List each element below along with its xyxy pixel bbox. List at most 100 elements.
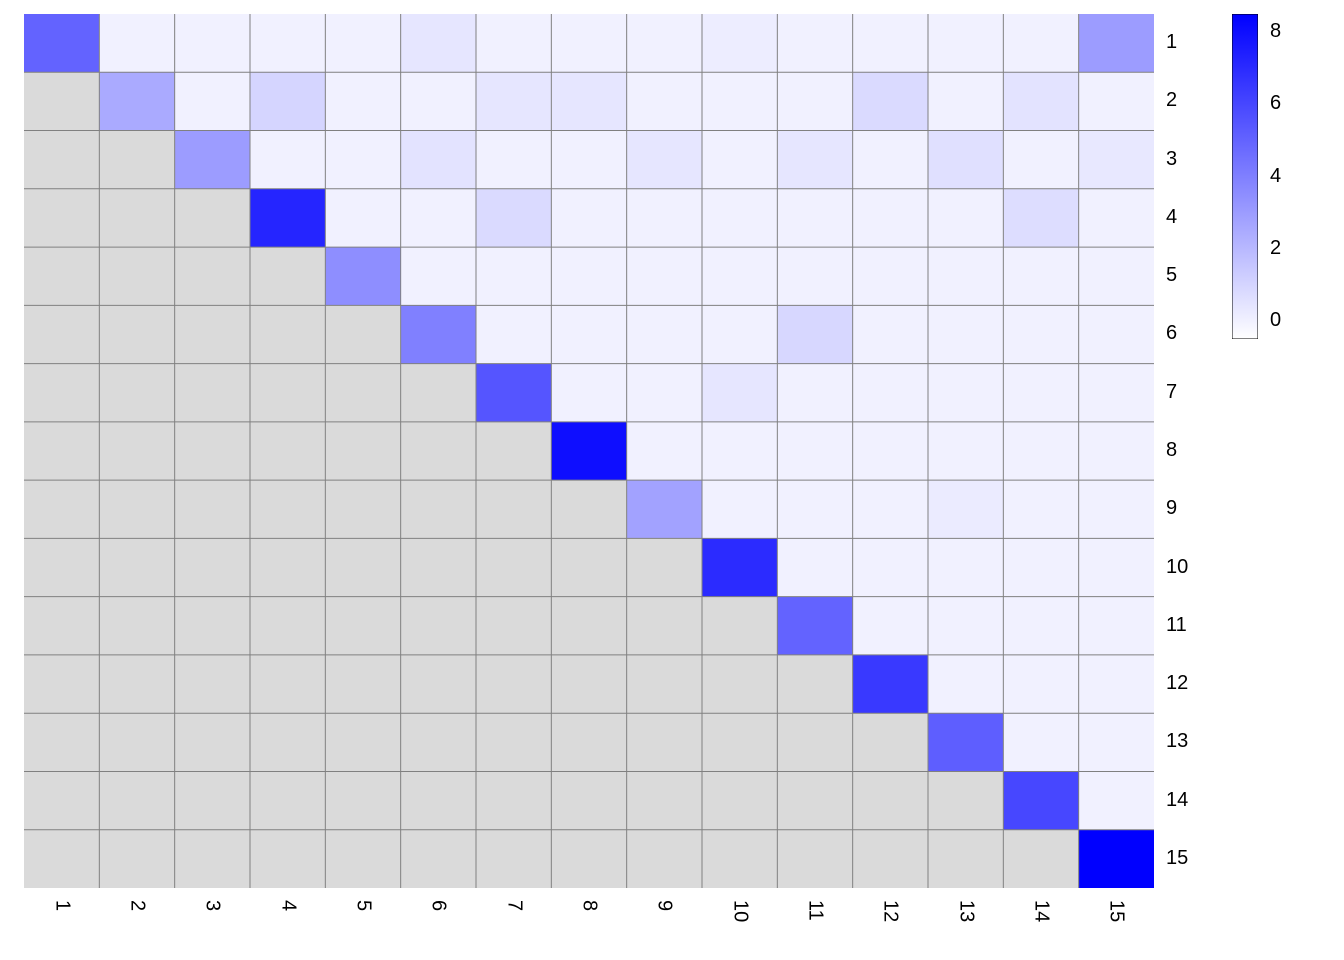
y-tick-label: 8 [1166, 439, 1177, 462]
heatmap-cell [1079, 305, 1154, 363]
heatmap-cell [702, 189, 777, 247]
heatmap-cell-masked [24, 830, 99, 888]
heatmap-cell-masked [175, 830, 250, 888]
heatmap-cell [928, 422, 1003, 480]
heatmap-cell-masked [325, 830, 400, 888]
heatmap-cell-masked [99, 305, 174, 363]
heatmap-cell [1003, 655, 1078, 713]
heatmap-cell-masked [777, 713, 852, 771]
heatmap-cell [853, 14, 928, 72]
heatmap-cell [476, 247, 551, 305]
heatmap-cell [1079, 538, 1154, 596]
heatmap-cell [1003, 538, 1078, 596]
heatmap-cell-masked [99, 655, 174, 713]
heatmap-cell [853, 247, 928, 305]
heatmap-cell [1003, 305, 1078, 363]
heatmap-cell-masked [175, 422, 250, 480]
heatmap-cell [175, 131, 250, 189]
heatmap-cell-masked [476, 538, 551, 596]
heatmap-cell-masked [401, 655, 476, 713]
heatmap-cell [175, 72, 250, 130]
heatmap-cell [250, 131, 325, 189]
heatmap-cell [777, 597, 852, 655]
heatmap-cell-masked [777, 830, 852, 888]
heatmap-cell-masked [476, 830, 551, 888]
heatmap-cell-masked [401, 771, 476, 829]
x-tick-label: 15 [1105, 900, 1128, 922]
heatmap-cell [702, 480, 777, 538]
heatmap-cell [551, 305, 626, 363]
y-tick-label: 5 [1166, 264, 1177, 287]
heatmap-cell [325, 247, 400, 305]
heatmap-cell [1079, 189, 1154, 247]
heatmap-cell-masked [325, 771, 400, 829]
heatmap-cell-masked [853, 713, 928, 771]
heatmap-cell [1079, 72, 1154, 130]
heatmap-cell [401, 247, 476, 305]
heatmap-cell-masked [551, 597, 626, 655]
heatmap-cell-masked [401, 422, 476, 480]
heatmap-cell-masked [401, 364, 476, 422]
heatmap-cell-masked [250, 597, 325, 655]
heatmap-cell [551, 72, 626, 130]
heatmap-cell [401, 131, 476, 189]
heatmap-cell-masked [476, 655, 551, 713]
x-tick-label: 11 [804, 900, 827, 921]
y-tick-label: 10 [1166, 556, 1188, 579]
colorbar-tick-label: 2 [1270, 237, 1281, 260]
heatmap-cell-masked [325, 422, 400, 480]
heatmap-cell-masked [476, 771, 551, 829]
heatmap-cell [777, 422, 852, 480]
heatmap-cell [401, 189, 476, 247]
heatmap-cell-masked [24, 131, 99, 189]
heatmap-cell [627, 364, 702, 422]
heatmap-cell [1003, 364, 1078, 422]
heatmap-cell [551, 422, 626, 480]
x-tick-label: 5 [352, 900, 375, 911]
heatmap-cell [627, 422, 702, 480]
x-tick-label: 6 [427, 900, 450, 911]
x-tick-label: 13 [954, 900, 977, 922]
heatmap-cell-masked [551, 771, 626, 829]
heatmap-cell-masked [24, 771, 99, 829]
heatmap-cell [1079, 655, 1154, 713]
heatmap-cell [1003, 72, 1078, 130]
heatmap-cell [702, 247, 777, 305]
heatmap-cell-masked [476, 713, 551, 771]
heatmap-cell [1003, 131, 1078, 189]
heatmap-cell [551, 131, 626, 189]
heatmap-cell [702, 364, 777, 422]
heatmap-cell-masked [250, 713, 325, 771]
heatmap-cell [1079, 597, 1154, 655]
x-tick-label: 1 [50, 900, 73, 911]
heatmap-cell-masked [551, 713, 626, 771]
heatmap-cell-masked [24, 480, 99, 538]
heatmap-cell [702, 131, 777, 189]
heatmap-cell-masked [928, 771, 1003, 829]
heatmap-cell [702, 305, 777, 363]
x-tick-label: 12 [879, 900, 902, 922]
heatmap-cell [777, 538, 852, 596]
x-tick-label: 2 [126, 900, 149, 911]
heatmap-cell-masked [702, 830, 777, 888]
colorbar-tick-label: 6 [1270, 92, 1281, 115]
heatmap-cell [551, 247, 626, 305]
heatmap-cell-masked [325, 713, 400, 771]
heatmap-cell [853, 305, 928, 363]
colorbar-gradient [1232, 14, 1258, 339]
heatmap-cell [1003, 480, 1078, 538]
heatmap-cell-masked [250, 480, 325, 538]
heatmap-plot [24, 14, 1154, 888]
heatmap-cell [1079, 830, 1154, 888]
heatmap-cell-masked [325, 538, 400, 596]
heatmap-cell-masked [551, 655, 626, 713]
heatmap-cell-masked [476, 597, 551, 655]
heatmap-cell [476, 131, 551, 189]
heatmap-cell-masked [175, 189, 250, 247]
heatmap-cell [627, 14, 702, 72]
heatmap-cell [928, 480, 1003, 538]
heatmap-cell [325, 72, 400, 130]
heatmap-cell [627, 72, 702, 130]
heatmap-cell [627, 131, 702, 189]
colorbar-tick-label: 4 [1270, 165, 1281, 188]
